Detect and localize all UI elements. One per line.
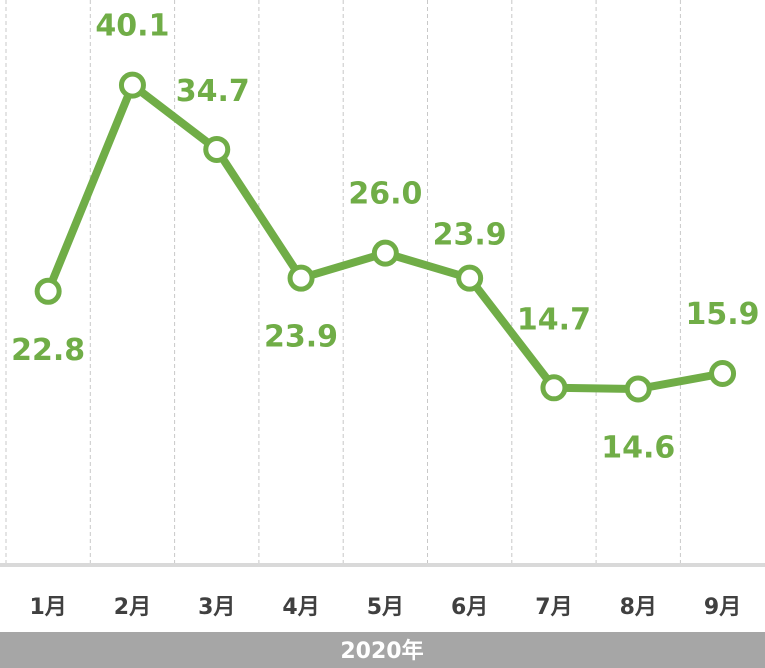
x-tick-label: 5月 — [367, 595, 404, 620]
point — [287, 264, 315, 292]
point — [709, 360, 737, 388]
data-label: 23.9 — [433, 218, 507, 253]
point — [371, 239, 399, 267]
line — [44, 81, 724, 393]
x-tick-label: 9月 — [704, 595, 741, 620]
x-tick-label: 2月 — [114, 595, 151, 620]
point — [34, 277, 62, 305]
x-axis-label: 2020年 — [340, 638, 423, 664]
x-label-band — [0, 632, 765, 668]
data-label: 26.0 — [348, 177, 422, 212]
point — [203, 135, 231, 163]
data-label: 22.8 — [11, 333, 85, 368]
data-label: 15.9 — [686, 297, 760, 332]
data-label: 14.6 — [601, 430, 675, 465]
data-label: 40.1 — [95, 9, 169, 44]
x-tick-label: 4月 — [282, 595, 319, 620]
data-label: 14.7 — [517, 302, 591, 337]
x-tick-label: 1月 — [29, 595, 66, 620]
x-tick-label: 8月 — [620, 595, 657, 620]
point — [118, 71, 146, 99]
point — [540, 374, 568, 402]
point — [624, 375, 652, 403]
x-tick-label: 3月 — [198, 595, 235, 620]
x-tick-label: 7月 — [535, 595, 572, 620]
data-label: 23.9 — [264, 320, 338, 355]
data-label: 34.7 — [176, 74, 250, 109]
x-tick-label: 6月 — [451, 595, 488, 620]
point — [456, 264, 484, 292]
